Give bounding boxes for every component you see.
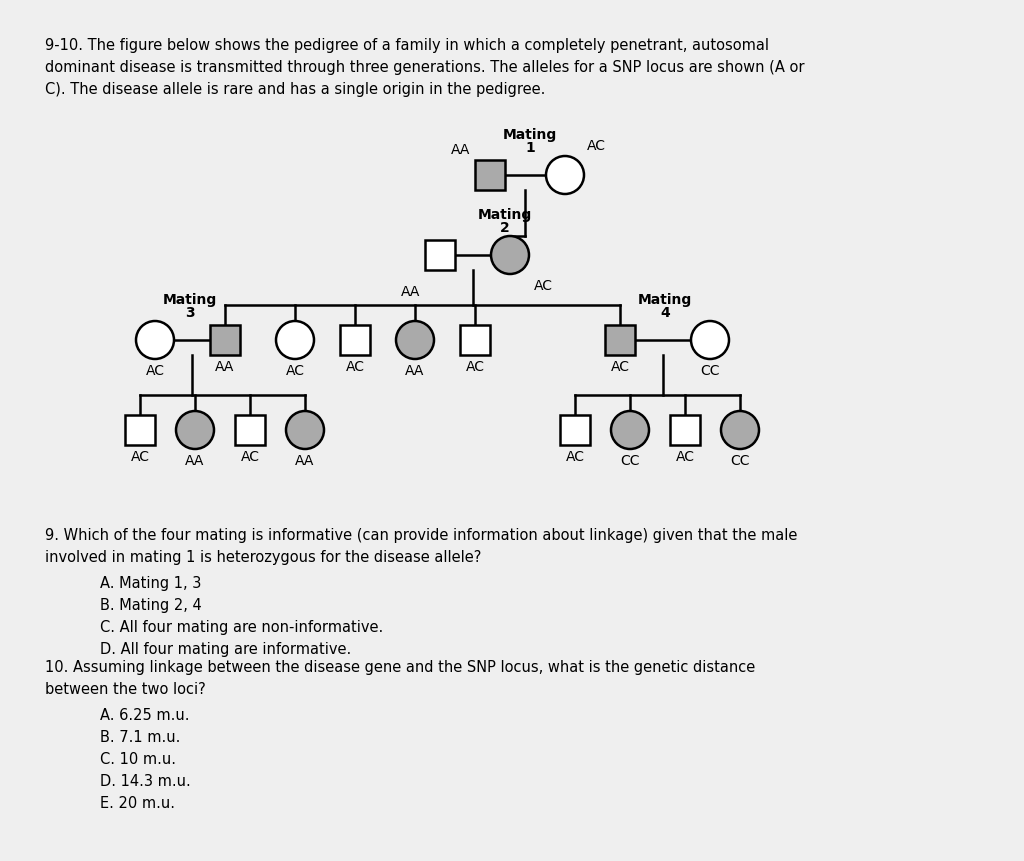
Ellipse shape	[721, 411, 759, 449]
Text: AC: AC	[534, 279, 553, 293]
Text: AA: AA	[451, 143, 470, 157]
Text: Mating: Mating	[163, 293, 217, 307]
Text: 10. Assuming linkage between the disease gene and the SNP locus, what is the gen: 10. Assuming linkage between the disease…	[45, 660, 756, 675]
Text: AC: AC	[145, 364, 165, 378]
Text: CC: CC	[730, 454, 750, 468]
Text: D. 14.3 m.u.: D. 14.3 m.u.	[100, 774, 190, 789]
Text: AA: AA	[406, 364, 425, 378]
Bar	[475, 160, 505, 190]
Text: AC: AC	[587, 139, 606, 153]
Text: E. 20 m.u.: E. 20 m.u.	[100, 796, 175, 811]
Text: C. 10 m.u.: C. 10 m.u.	[100, 752, 176, 767]
Text: A. 6.25 m.u.: A. 6.25 m.u.	[100, 708, 189, 723]
Text: C). The disease allele is rare and has a single origin in the pedigree.: C). The disease allele is rare and has a…	[45, 82, 546, 97]
Text: AC: AC	[610, 360, 630, 374]
Text: between the two loci?: between the two loci?	[45, 682, 206, 697]
Ellipse shape	[546, 156, 584, 194]
Ellipse shape	[136, 321, 174, 359]
Text: AA: AA	[400, 285, 420, 299]
Bar	[560, 415, 590, 445]
Ellipse shape	[691, 321, 729, 359]
Text: AA: AA	[185, 454, 205, 468]
Text: A. Mating 1, 3: A. Mating 1, 3	[100, 576, 202, 591]
Text: dominant disease is transmitted through three generations. The alleles for a SNP: dominant disease is transmitted through …	[45, 60, 805, 75]
Bar	[670, 415, 700, 445]
Text: D. All four mating are informative.: D. All four mating are informative.	[100, 642, 351, 657]
Text: AA: AA	[215, 360, 234, 374]
Text: 4: 4	[660, 306, 670, 320]
Bar	[460, 325, 490, 355]
Text: 2: 2	[500, 221, 510, 235]
Text: B. Mating 2, 4: B. Mating 2, 4	[100, 598, 202, 613]
Text: Mating: Mating	[638, 293, 692, 307]
Text: CC: CC	[700, 364, 720, 378]
Text: 1: 1	[525, 141, 535, 155]
Text: C. All four mating are non-informative.: C. All four mating are non-informative.	[100, 620, 383, 635]
Ellipse shape	[276, 321, 314, 359]
Ellipse shape	[396, 321, 434, 359]
Bar	[425, 240, 455, 270]
Text: 3: 3	[185, 306, 195, 320]
Text: AC: AC	[130, 450, 150, 464]
Bar	[605, 325, 635, 355]
Ellipse shape	[611, 411, 649, 449]
Ellipse shape	[286, 411, 324, 449]
Text: 9-10. The figure below shows the pedigree of a family in which a completely pene: 9-10. The figure below shows the pedigre…	[45, 38, 769, 53]
Ellipse shape	[490, 236, 529, 274]
Ellipse shape	[176, 411, 214, 449]
Text: AC: AC	[345, 360, 365, 374]
Text: Mating: Mating	[478, 208, 532, 222]
Text: AC: AC	[676, 450, 694, 464]
Text: CC: CC	[621, 454, 640, 468]
Bar	[234, 415, 265, 445]
Text: AC: AC	[286, 364, 304, 378]
Text: B. 7.1 m.u.: B. 7.1 m.u.	[100, 730, 180, 745]
Bar	[125, 415, 155, 445]
Text: AA: AA	[295, 454, 314, 468]
Text: AC: AC	[565, 450, 585, 464]
Text: AC: AC	[466, 360, 484, 374]
Text: involved in mating 1 is heterozygous for the disease allele?: involved in mating 1 is heterozygous for…	[45, 550, 481, 565]
Bar	[210, 325, 240, 355]
Text: AC: AC	[241, 450, 259, 464]
Text: Mating: Mating	[503, 128, 557, 142]
Text: 9. Which of the four mating is informative (can provide information about linkag: 9. Which of the four mating is informati…	[45, 528, 798, 543]
Bar	[340, 325, 370, 355]
